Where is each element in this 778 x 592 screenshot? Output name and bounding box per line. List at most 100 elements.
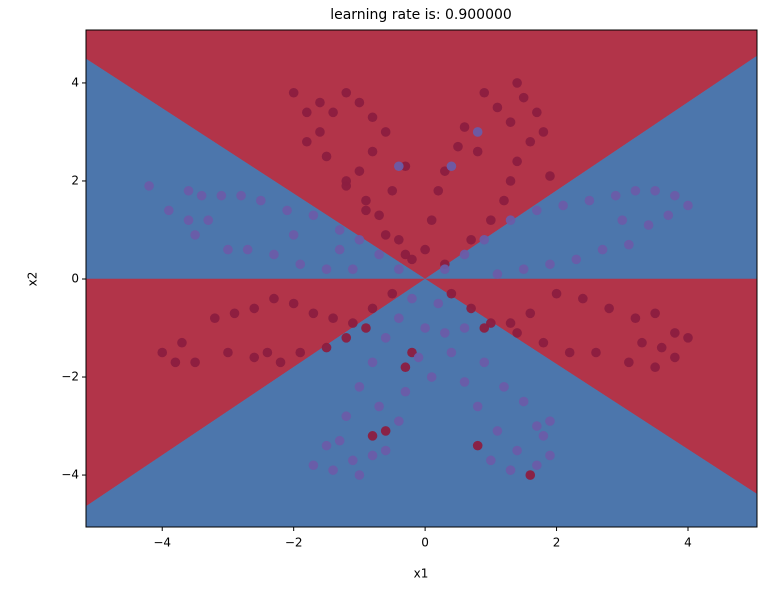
data-point (394, 264, 404, 274)
data-point (545, 450, 555, 461)
data-point (367, 450, 378, 461)
data-point (394, 161, 404, 172)
data-point (407, 347, 417, 358)
y-tick-label: 4 (71, 75, 79, 89)
data-point (367, 431, 378, 441)
y-tick-label: −4 (61, 468, 79, 482)
data-point (420, 323, 430, 333)
data-point (670, 328, 680, 338)
data-point (525, 308, 536, 319)
data-point (354, 234, 365, 245)
data-point (656, 342, 667, 353)
data-point (334, 244, 345, 255)
data-point (459, 122, 470, 132)
data-point (348, 318, 358, 328)
data-point (223, 347, 233, 358)
data-point (512, 78, 522, 88)
data-point (367, 357, 378, 368)
data-point (525, 470, 536, 480)
data-point (361, 195, 371, 206)
data-point (545, 259, 555, 270)
data-point (591, 347, 601, 358)
data-point (262, 347, 273, 358)
x-tick-label: 2 (553, 536, 561, 550)
data-point (459, 323, 470, 333)
data-point (466, 303, 476, 314)
data-point (650, 362, 660, 373)
data-point (308, 460, 319, 471)
data-point (512, 156, 522, 167)
data-point (269, 293, 279, 304)
data-point (571, 254, 582, 265)
data-point (512, 445, 522, 456)
data-point (564, 347, 575, 358)
data-point (670, 352, 680, 363)
data-point (505, 117, 516, 127)
data-point (610, 190, 621, 201)
data-point (518, 92, 529, 103)
data-point (446, 347, 457, 358)
y-tick-label: 0 (71, 271, 79, 285)
data-point (420, 244, 430, 255)
data-point (328, 465, 338, 475)
data-point (341, 333, 352, 343)
data-point (486, 215, 496, 225)
plot-area (85, 29, 758, 528)
data-point (505, 176, 516, 186)
data-point (400, 249, 411, 260)
data-point (650, 185, 660, 196)
data-point (157, 347, 168, 358)
data-point (367, 146, 378, 157)
data-point (532, 460, 542, 471)
data-point (518, 264, 529, 274)
data-point (479, 234, 490, 245)
data-point (361, 323, 371, 333)
x-tick-label: −2 (285, 536, 303, 550)
data-point (479, 357, 490, 368)
data-point (380, 426, 391, 436)
data-point (394, 313, 404, 324)
data-point (367, 112, 378, 123)
data-point (426, 372, 437, 382)
data-point (190, 230, 200, 240)
data-point (374, 210, 384, 221)
data-point (643, 220, 654, 230)
data-point (604, 303, 614, 314)
data-point (367, 303, 378, 314)
data-point (328, 313, 338, 324)
x-tick-label: 0 (421, 536, 429, 550)
data-point (249, 352, 260, 363)
data-point (525, 136, 536, 147)
data-point (183, 185, 194, 196)
data-point (315, 127, 325, 137)
data-point (630, 313, 641, 324)
data-point (236, 190, 246, 201)
data-point (387, 288, 398, 299)
data-point (518, 396, 529, 407)
data-point (275, 357, 286, 368)
data-point (341, 411, 352, 422)
data-point (440, 328, 450, 338)
data-point (354, 97, 365, 108)
data-point (242, 244, 253, 255)
data-point (400, 362, 411, 373)
chart-title: learning rate is: 0.900000 (330, 7, 512, 23)
data-point (637, 337, 647, 348)
data-point (472, 146, 483, 157)
x-tick-label: 4 (684, 536, 692, 550)
data-point (348, 455, 358, 466)
data-point (210, 313, 220, 324)
data-point (499, 382, 509, 392)
data-point (492, 102, 503, 113)
data-point (288, 230, 299, 240)
data-point (380, 127, 391, 137)
data-point (341, 176, 352, 186)
data-point (249, 303, 260, 314)
data-point (486, 318, 496, 328)
data-point (440, 264, 450, 274)
data-point (670, 190, 680, 201)
data-point (321, 151, 332, 162)
data-point (551, 288, 562, 299)
data-point (683, 200, 693, 211)
